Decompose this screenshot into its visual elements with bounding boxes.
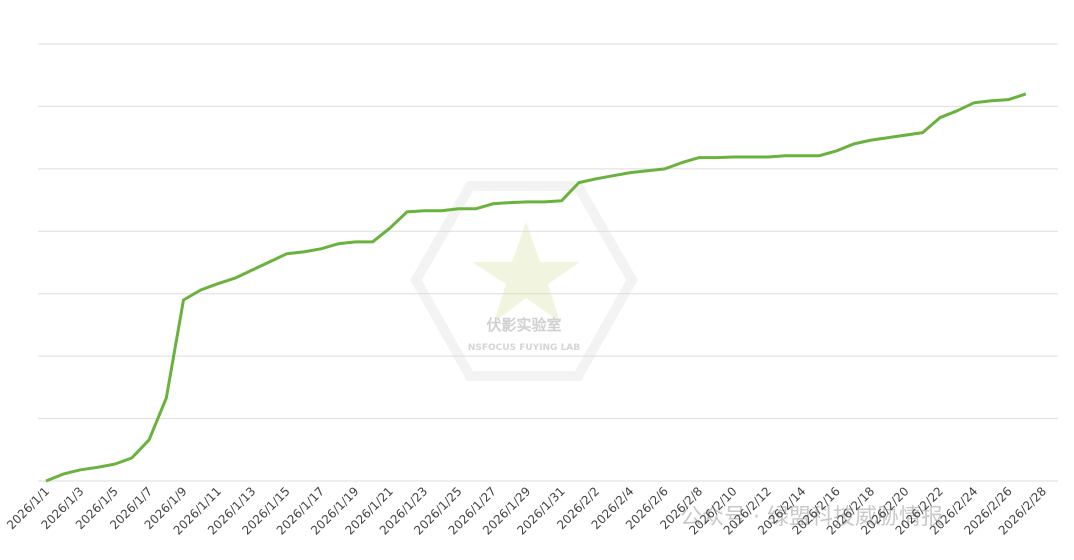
watermark-title: 伏影实验室 xyxy=(486,316,561,334)
watermark-subtitle: NSFOCUS FUYING LAB xyxy=(468,343,580,353)
footer-watermark: 公众号 · 绿盟科技威胁情报 xyxy=(680,505,943,530)
watermark-star xyxy=(472,222,580,322)
watermark-hexagon xyxy=(410,181,638,381)
line xyxy=(45,92,1027,483)
watermark xyxy=(410,181,638,381)
